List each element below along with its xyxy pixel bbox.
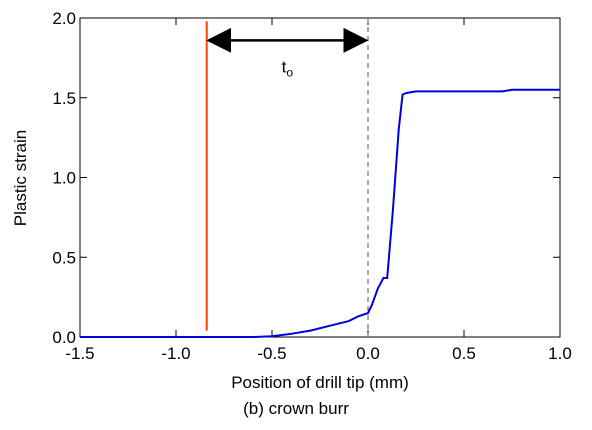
x-tick-label: 0.0 — [356, 344, 380, 363]
y-tick-label: 1.0 — [52, 169, 76, 188]
x-tick-label: -1.5 — [65, 344, 94, 363]
y-axis-label: Plastic strain — [11, 130, 30, 226]
y-tick-label: 1.5 — [52, 89, 76, 108]
x-tick-label: 1.0 — [548, 344, 572, 363]
y-tick-label: 2.0 — [52, 9, 76, 28]
arrow-label-main: t — [282, 57, 287, 76]
x-axis-label: Position of drill tip (mm) — [231, 373, 409, 392]
x-tick-label: -0.5 — [257, 344, 286, 363]
arrow-label: to — [282, 57, 294, 79]
y-tick-label: 0.0 — [52, 328, 76, 347]
y-tick-label: 0.5 — [52, 248, 76, 267]
plot-frame — [79, 17, 561, 338]
data-line — [80, 88, 560, 338]
x-tick-label: -1.0 — [161, 344, 190, 363]
caption: (b) crown burr — [243, 399, 349, 418]
x-tick-label: 0.5 — [452, 344, 476, 363]
arrow-label-subscript: o — [286, 65, 293, 79]
